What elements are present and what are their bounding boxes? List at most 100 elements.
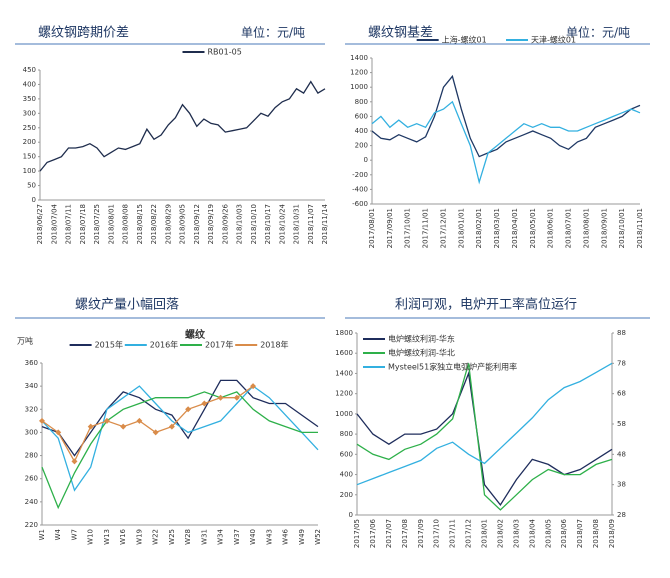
y-tick-label: 280	[25, 452, 38, 460]
legend-label: 天津-螺纹01	[531, 35, 576, 45]
y-tick-label: 800	[355, 98, 368, 106]
y-tick-label: 0	[349, 511, 353, 519]
y2-tick-label: 28	[617, 511, 626, 519]
legend-label: 2018年	[260, 340, 288, 350]
x-tick-label: 2018/07/01	[565, 208, 573, 248]
y-tick-label: 450	[23, 66, 36, 74]
x-tick-label: W13	[103, 529, 111, 545]
legend-label: 2015年	[95, 340, 123, 350]
x-tick-label: 2018/10/31	[293, 204, 301, 244]
y-tick-label: 1400	[350, 54, 368, 62]
x-tick-label: 2018/11/07	[307, 204, 315, 244]
x-tick-label: 2018/09/19	[207, 204, 215, 244]
y-tick-label: 150	[23, 153, 36, 161]
x-tick-label: 2018/10/10	[250, 204, 258, 244]
point-marker	[233, 394, 240, 401]
y-tick-label: 200	[23, 138, 36, 146]
x-tick-label: 2018/08/01	[582, 208, 590, 248]
series-line	[371, 100, 641, 185]
point-marker	[250, 383, 257, 390]
y-tick-label: 320	[25, 405, 38, 413]
x-tick-label: 2017/07	[385, 519, 393, 548]
legend-label: 2017年	[205, 340, 233, 350]
y-tick-label: 400	[355, 127, 368, 135]
x-tick-label: W28	[184, 529, 192, 545]
y-tick-label: 250	[23, 124, 36, 132]
x-tick-label: 2018/07/18	[79, 204, 87, 244]
annotation: 螺纹	[185, 328, 206, 341]
x-tick-label: 2018/09/26	[221, 203, 229, 244]
point-marker	[136, 417, 143, 424]
y-tick-label: -400	[352, 185, 368, 193]
y-tick-label: 1200	[335, 390, 353, 398]
x-tick-label: 2018/11/14	[321, 203, 329, 244]
x-tick-label: 2018/03	[512, 519, 520, 548]
x-tick-label: 2018/08/08	[122, 204, 130, 244]
x-tick-label: 2018/05	[544, 519, 552, 548]
x-tick-label: W4	[54, 528, 62, 540]
x-tick-label: W43	[265, 529, 273, 545]
y-tick-label: 220	[25, 521, 38, 529]
x-tick-label: W10	[87, 529, 95, 545]
x-tick-label: 2018/09	[608, 519, 616, 548]
y-tick-label: 0	[32, 196, 36, 204]
x-tick-label: 2018/04	[528, 518, 536, 548]
y2-tick-label: 58	[617, 420, 626, 428]
y2-tick-label: 48	[617, 450, 626, 458]
x-tick-label: 2018/07/25	[93, 204, 101, 244]
legend-label: 2016年	[150, 340, 178, 350]
legend-label: 电炉螺纹利润-华东	[388, 334, 455, 344]
x-tick-label: 2017/10/01	[404, 208, 412, 248]
x-tick-label: 2018/08	[592, 519, 600, 548]
y-tick-label: 200	[355, 142, 368, 150]
x-tick-label: 2018/06/27	[36, 204, 44, 244]
x-tick-label: 2018/10/17	[264, 204, 272, 244]
x-tick-label: W7	[70, 529, 78, 540]
y2-tick-label: 88	[617, 329, 626, 337]
y-tick-label: 400	[23, 80, 36, 88]
y-tick-label: 1600	[335, 349, 353, 357]
series-line	[39, 80, 326, 172]
x-tick-label: 2017/10	[433, 519, 441, 548]
series-line	[356, 362, 613, 486]
y-tick-label: 800	[340, 430, 353, 438]
point-marker	[103, 417, 110, 424]
x-tick-label: 2018/07/11	[65, 204, 73, 244]
x-tick-label: 2017/12	[465, 519, 473, 548]
x-tick-label: 2018/07	[576, 519, 584, 548]
y-tick-label: 0	[364, 156, 368, 164]
x-tick-label: 2018/06/01	[547, 208, 555, 248]
x-tick-label: W37	[233, 529, 241, 545]
x-tick-label: 2018/01/01	[457, 208, 465, 248]
x-tick-label: W25	[168, 529, 176, 545]
point-marker	[185, 406, 192, 413]
x-tick-label: 2018/10/01	[618, 208, 626, 248]
x-tick-label: W49	[298, 529, 306, 545]
x-tick-label: W52	[314, 529, 322, 545]
y-tick-label: -600	[352, 200, 368, 208]
x-tick-label: 2017/08/01	[368, 208, 376, 248]
y-tick-label: 1000	[350, 83, 368, 91]
y-tick-label: -200	[352, 171, 368, 179]
x-tick-label: 2017/09/01	[386, 208, 394, 248]
chart-subtitle: 单位：元/吨	[241, 25, 305, 40]
x-tick-label: W22	[152, 529, 160, 545]
series-line	[41, 385, 319, 492]
x-tick-label: 2018/11/01	[636, 208, 644, 248]
y-tick-label: 600	[340, 450, 353, 458]
series-line	[371, 74, 641, 158]
x-tick-label: 2018/08/15	[136, 204, 144, 244]
x-tick-label: W31	[200, 529, 208, 545]
x-tick-label: W40	[249, 529, 257, 545]
y-tick-label: 240	[25, 498, 38, 506]
x-tick-label: 2018/01	[481, 519, 489, 548]
x-tick-label: 2017/12/01	[439, 208, 447, 248]
y-tick-label: 600	[355, 112, 368, 120]
legend-label: 上海-螺纹01	[442, 35, 487, 45]
point-marker	[152, 429, 159, 436]
x-tick-label: W16	[119, 528, 127, 544]
point-marker	[55, 429, 62, 436]
x-tick-label: 2018/06	[560, 518, 568, 548]
series-line	[356, 370, 613, 507]
